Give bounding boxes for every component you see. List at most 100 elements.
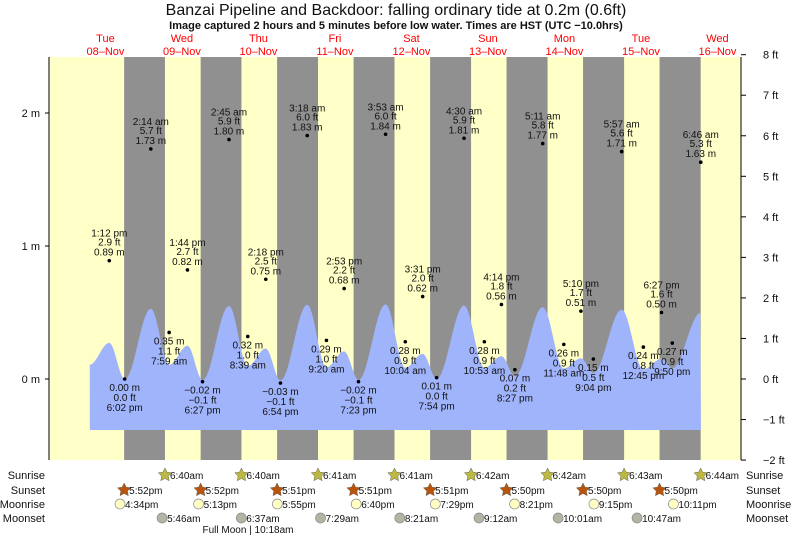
extreme-ft-label: 0.9 ft <box>473 356 495 367</box>
extreme-m-label: 0.15 m <box>578 363 609 374</box>
extreme-time-label: 6:54 pm <box>262 407 298 418</box>
extreme-point <box>167 330 171 335</box>
extreme-m-label: 0.00 m <box>109 383 140 394</box>
right-tick-label: 7 ft <box>763 90 778 102</box>
extreme-time-label: 6:02 pm <box>107 403 143 414</box>
day-name-label: Fri <box>329 33 342 45</box>
sunset-time: 5:51pm <box>359 486 392 497</box>
moonrise-row-label: Moonrise <box>0 499 45 511</box>
extreme-point <box>185 268 190 272</box>
moonrise-time: 4:34pm <box>125 500 158 511</box>
moonset-moon-icon <box>631 512 643 524</box>
extreme-ft-label: 1.8 ft <box>490 282 512 293</box>
sunrise-star-icon <box>310 467 326 482</box>
sunrise-time: 6:42am <box>476 471 509 482</box>
extreme-ft-label: 0.9 ft <box>394 356 416 367</box>
extreme-m-label: 1.63 m <box>685 149 716 160</box>
moonrise-time: 6:40pm <box>361 500 394 511</box>
moonrise-moon-icon <box>193 498 204 510</box>
sunrise-star-icon <box>540 467 555 482</box>
sunset-star-icon <box>575 482 591 497</box>
extreme-time-label: 2:53 pm <box>326 257 362 268</box>
tide-curve-area <box>89 304 701 430</box>
extreme-time-label: 5:11 am <box>525 112 560 123</box>
extreme-point <box>305 133 310 138</box>
extreme-ft-label: 5.3 ft <box>690 139 712 150</box>
extreme-m-label: 0.75 m <box>250 266 281 277</box>
sunrise-star-icon <box>463 467 479 482</box>
extreme-m-label: 0.68 m <box>329 276 360 287</box>
extreme-m-label: 1.77 m <box>527 131 558 142</box>
extreme-ft-label: 0.5 ft <box>582 373 604 384</box>
day-name-label: Tue <box>632 33 651 45</box>
extreme-point <box>562 342 566 347</box>
day-date-label: 15–Nov <box>622 46 660 58</box>
right-tick-label: 6 ft <box>763 131 778 143</box>
day-name-label: Tue <box>96 33 115 45</box>
moonset-moon-icon <box>394 512 406 524</box>
extreme-point <box>149 147 153 151</box>
extreme-time-label: 4:30 am <box>446 106 482 117</box>
extreme-point <box>263 277 268 282</box>
chart-subtitle: Image captured 2 hours and 5 minutes bef… <box>169 20 623 32</box>
extreme-time-label: 9:20 am <box>308 364 344 375</box>
day-date-label: 11–Nov <box>316 46 354 58</box>
extreme-ft-label: 0.0 ft <box>426 392 448 403</box>
moonrise-moon-icon <box>350 498 362 510</box>
moon-phase-label: Full Moon | 10:18am <box>203 525 294 536</box>
extreme-ft-label: −0.1 ft <box>188 396 216 407</box>
extreme-ft-label: 5.6 ft <box>611 129 633 140</box>
sunset-star-icon <box>193 482 208 497</box>
moonrise-moon-icon <box>509 498 520 510</box>
extreme-ft-label: 2.5 ft <box>255 256 277 267</box>
extreme-ft-label: 5.7 ft <box>140 126 162 137</box>
moonset-time: 8:21am <box>405 514 438 525</box>
moonset-time: 7:29am <box>326 514 359 525</box>
extreme-time-label: 6:27 pm <box>184 406 220 417</box>
extreme-time-label: 1:44 pm <box>169 238 205 249</box>
extreme-ft-label: 1.0 ft <box>315 354 337 365</box>
moonrise-time: 8:21pm <box>520 500 553 511</box>
sunrise-row-label-right: Sunrise <box>746 470 783 482</box>
extreme-m-label: 0.82 m <box>172 257 203 268</box>
extreme-time-label: 4:14 pm <box>483 273 519 284</box>
sunrise-time: 6:41am <box>323 471 356 482</box>
extreme-point <box>245 334 250 339</box>
sunrise-star-icon <box>157 467 173 482</box>
sunrise-row-label: Sunrise <box>8 470 45 482</box>
sunset-time: 5:50pm <box>588 486 621 497</box>
sunset-row-label-right: Sunset <box>746 485 780 497</box>
extreme-time-label: 5:10 pm <box>563 279 599 290</box>
moonrise-moon-icon <box>588 498 600 510</box>
extreme-m-label: 1.81 m <box>449 125 480 136</box>
extreme-ft-label: 1.7 ft <box>570 288 592 299</box>
sunrise-time: 6:40am <box>246 471 279 482</box>
extreme-time-label: 3:53 am <box>368 102 404 113</box>
day-date-label: 14–Nov <box>545 46 583 58</box>
extreme-ft-label: 5.9 ft <box>218 117 240 128</box>
sunrise-star-icon <box>693 467 708 482</box>
moonrise-moon-icon <box>429 498 441 510</box>
sunset-star-icon <box>652 482 667 497</box>
extreme-time-label: 2:45 am <box>211 108 247 119</box>
sunset-time: 5:50pm <box>512 486 545 497</box>
extreme-ft-label: 5.9 ft <box>453 115 475 126</box>
sunrise-time: 6:44am <box>706 471 739 482</box>
day-date-label: 10–Nov <box>239 46 277 58</box>
extreme-m-label: 0.89 m <box>94 248 125 259</box>
extreme-m-label: 0.28 m <box>469 346 500 357</box>
extreme-m-label: 1.83 m <box>292 123 323 134</box>
right-tick-label: 0 ft <box>763 374 778 386</box>
extreme-ft-label: 6.0 ft <box>296 113 318 124</box>
sunrise-star-icon <box>234 467 249 482</box>
extreme-ft-label: 6.0 ft <box>374 111 396 122</box>
day-name-label: Wed <box>706 33 728 45</box>
extreme-point <box>107 258 112 263</box>
right-tick-label: 2 ft <box>763 293 778 305</box>
day-date-label: 09–Nov <box>163 46 201 58</box>
sunset-star-icon <box>499 482 514 497</box>
extreme-point <box>356 379 361 384</box>
moonrise-row-label-right: Moonrise <box>746 499 791 511</box>
moonset-moon-icon <box>235 512 247 524</box>
